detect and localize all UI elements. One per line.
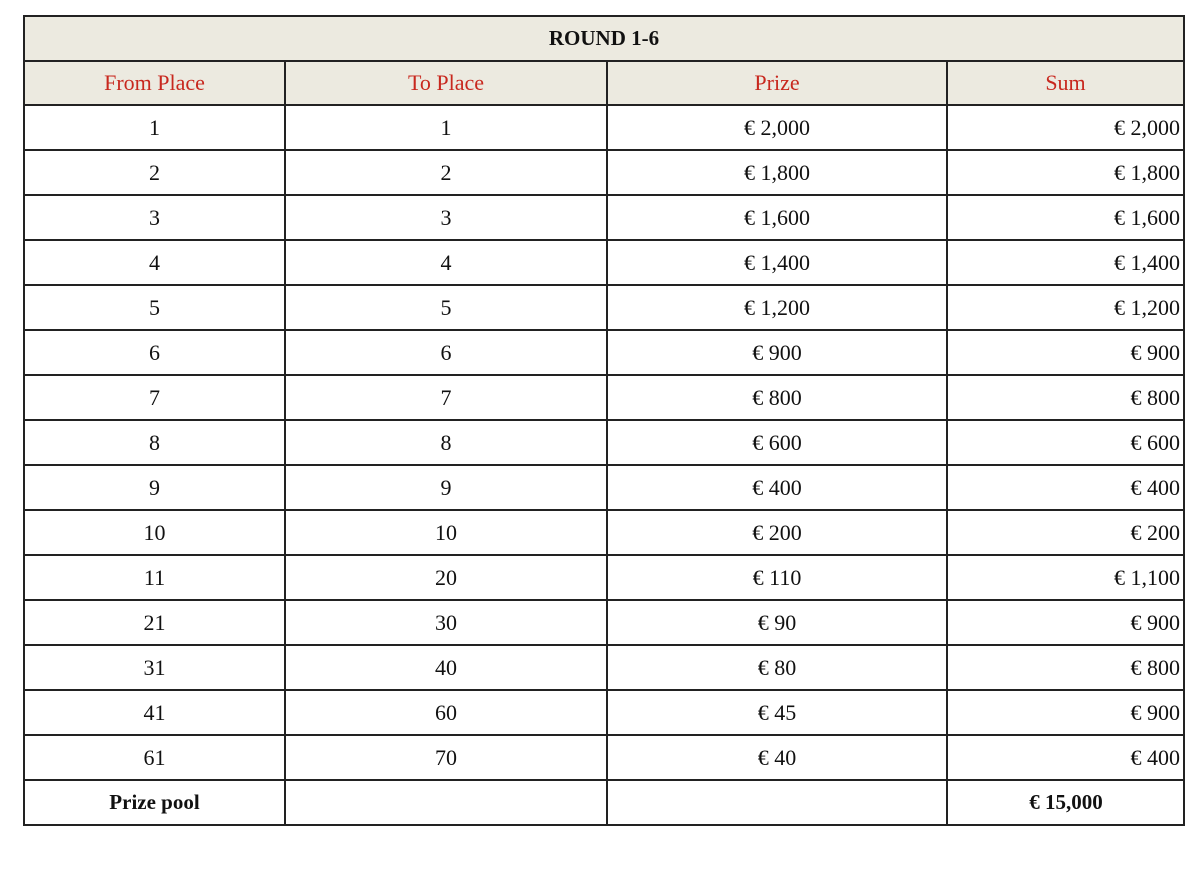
cell-sum: € 800: [946, 644, 1185, 691]
cell-sum: € 1,400: [946, 239, 1185, 286]
header-to-place: To Place: [284, 60, 608, 106]
cell-sum: € 200: [946, 509, 1185, 556]
table-row: 9 9 € 400 € 400: [23, 464, 1185, 511]
cell-sum: € 400: [946, 464, 1185, 511]
cell-prize: € 1,200: [606, 284, 948, 331]
header-prize: Prize: [606, 60, 948, 106]
cell-prize: € 45: [606, 689, 948, 736]
cell-sum: € 1,800: [946, 149, 1185, 196]
table-row: 8 8 € 600 € 600: [23, 419, 1185, 466]
total-row: Prize pool € 15,000: [23, 779, 1185, 826]
cell-from-place: 9: [23, 464, 286, 511]
cell-sum: € 900: [946, 329, 1185, 376]
table-row: 2 2 € 1,800 € 1,800: [23, 149, 1185, 196]
cell-to-place: 10: [284, 509, 608, 556]
cell-to-place: 20: [284, 554, 608, 601]
cell-prize: € 1,800: [606, 149, 948, 196]
cell-prize: € 80: [606, 644, 948, 691]
cell-prize: € 1,400: [606, 239, 948, 286]
cell-from-place: 1: [23, 104, 286, 151]
cell-from-place: 2: [23, 149, 286, 196]
cell-sum: € 900: [946, 599, 1185, 646]
cell-sum: € 1,600: [946, 194, 1185, 241]
table-row: 1 1 € 2,000 € 2,000: [23, 104, 1185, 151]
cell-sum: € 1,100: [946, 554, 1185, 601]
cell-to-place: 1: [284, 104, 608, 151]
table-row: 7 7 € 800 € 800: [23, 374, 1185, 421]
cell-to-place: 40: [284, 644, 608, 691]
cell-sum: € 600: [946, 419, 1185, 466]
cell-prize: € 200: [606, 509, 948, 556]
cell-prize: € 90: [606, 599, 948, 646]
table-row: 31 40 € 80 € 800: [23, 644, 1185, 691]
header-from-place: From Place: [23, 60, 286, 106]
cell-to-place: 70: [284, 734, 608, 781]
cell-to-place: 4: [284, 239, 608, 286]
table-row: 61 70 € 40 € 400: [23, 734, 1185, 781]
prize-pool-label: Prize pool: [23, 779, 286, 826]
prize-pool-sum: € 15,000: [946, 779, 1185, 826]
prize-table: ROUND 1-6 From Place To Place Prize Sum …: [23, 15, 1185, 826]
cell-from-place: 61: [23, 734, 286, 781]
cell-prize: € 110: [606, 554, 948, 601]
empty-cell: [606, 779, 948, 826]
table-row: 5 5 € 1,200 € 1,200: [23, 284, 1185, 331]
table-row: 4 4 € 1,400 € 1,400: [23, 239, 1185, 286]
cell-from-place: 21: [23, 599, 286, 646]
cell-prize: € 400: [606, 464, 948, 511]
title-row: ROUND 1-6: [23, 15, 1185, 62]
cell-to-place: 9: [284, 464, 608, 511]
header-sum: Sum: [946, 60, 1185, 106]
cell-prize: € 1,600: [606, 194, 948, 241]
table-row: 21 30 € 90 € 900: [23, 599, 1185, 646]
cell-prize: € 600: [606, 419, 948, 466]
cell-to-place: 3: [284, 194, 608, 241]
table-row: 10 10 € 200 € 200: [23, 509, 1185, 556]
cell-to-place: 7: [284, 374, 608, 421]
cell-sum: € 2,000: [946, 104, 1185, 151]
table-row: 6 6 € 900 € 900: [23, 329, 1185, 376]
cell-from-place: 41: [23, 689, 286, 736]
cell-sum: € 400: [946, 734, 1185, 781]
empty-cell: [284, 779, 608, 826]
cell-from-place: 6: [23, 329, 286, 376]
table-row: 11 20 € 110 € 1,100: [23, 554, 1185, 601]
cell-prize: € 40: [606, 734, 948, 781]
cell-from-place: 11: [23, 554, 286, 601]
cell-from-place: 5: [23, 284, 286, 331]
cell-from-place: 8: [23, 419, 286, 466]
cell-prize: € 800: [606, 374, 948, 421]
table-title: ROUND 1-6: [23, 15, 1185, 62]
cell-from-place: 31: [23, 644, 286, 691]
cell-from-place: 10: [23, 509, 286, 556]
cell-sum: € 800: [946, 374, 1185, 421]
header-row: From Place To Place Prize Sum: [23, 60, 1185, 106]
cell-to-place: 60: [284, 689, 608, 736]
cell-from-place: 3: [23, 194, 286, 241]
table-row: 41 60 € 45 € 900: [23, 689, 1185, 736]
cell-to-place: 8: [284, 419, 608, 466]
table-row: 3 3 € 1,600 € 1,600: [23, 194, 1185, 241]
cell-from-place: 7: [23, 374, 286, 421]
cell-prize: € 2,000: [606, 104, 948, 151]
cell-sum: € 1,200: [946, 284, 1185, 331]
cell-from-place: 4: [23, 239, 286, 286]
cell-to-place: 30: [284, 599, 608, 646]
cell-to-place: 6: [284, 329, 608, 376]
cell-sum: € 900: [946, 689, 1185, 736]
cell-to-place: 5: [284, 284, 608, 331]
cell-prize: € 900: [606, 329, 948, 376]
cell-to-place: 2: [284, 149, 608, 196]
